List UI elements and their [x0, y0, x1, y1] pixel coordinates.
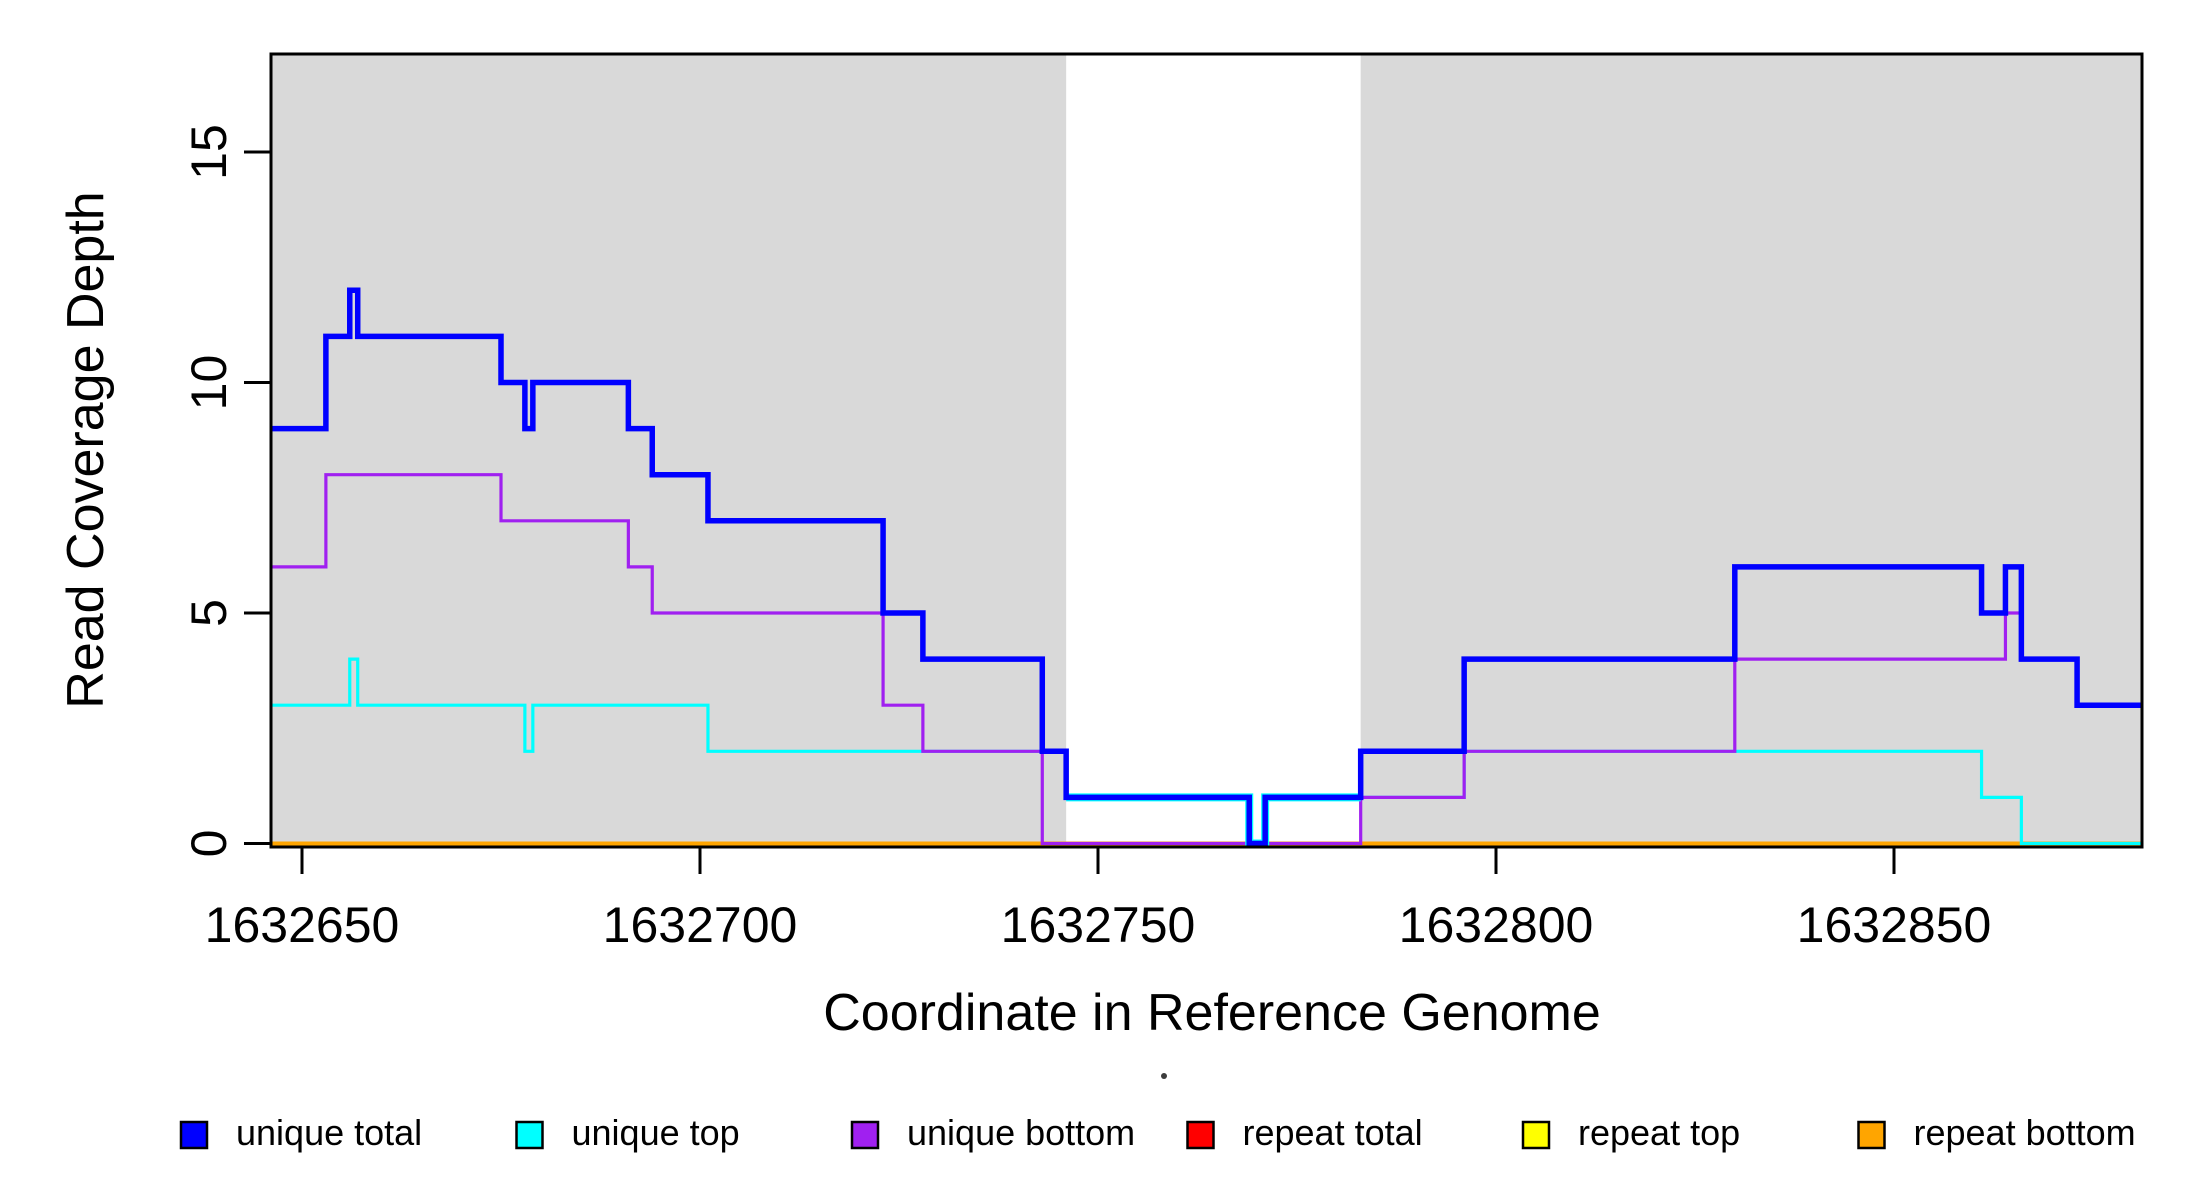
legend-swatch-repeat-bottom [1857, 1120, 1886, 1150]
legend-swatch-unique-bottom [850, 1120, 880, 1150]
y-tick-label: 0 [181, 830, 237, 858]
x-tick-label: 1632750 [1001, 897, 1196, 953]
legend-label: unique top [572, 1112, 740, 1153]
legend-label: repeat bottom [1914, 1112, 2136, 1153]
x-tick-label: 1632700 [603, 897, 798, 953]
plot-box [269, 52, 2144, 849]
y-tick-label: 5 [181, 599, 237, 627]
artifact-dot [1161, 1073, 1167, 1079]
legend-label: repeat total [1243, 1112, 1423, 1153]
shaded-regions [271, 54, 2141, 847]
x-tick-label: 1632650 [205, 897, 400, 953]
axis-tick-labels: 1632650 1632700 1632750 1632800 1632850 0 5 10 1… [181, 124, 1991, 953]
y-axis-title: Read Coverage Depth [57, 191, 115, 708]
legend-swatch-repeat-total [1186, 1120, 1215, 1150]
legend-swatch-unique-total [179, 1120, 209, 1150]
left-gray-region [271, 54, 1067, 847]
right-gray-region [1360, 54, 2141, 847]
legend-label: unique total [236, 1112, 422, 1153]
series-lines [271, 287, 2142, 848]
series-line-gap-casing [1066, 793, 1361, 848]
x-tick-label: 1632800 [1399, 897, 1594, 953]
axis-ticks [244, 150, 1896, 874]
legend-swatch-unique-top [515, 1120, 544, 1150]
legend: unique total unique top unique bottom repea… [179, 1112, 2136, 1153]
y-tick-label: 15 [181, 124, 237, 180]
series-line-unique-total [271, 287, 2142, 847]
y-tick-label: 10 [181, 355, 237, 411]
legend-label: unique bottom [907, 1112, 1135, 1153]
x-tick-label: 1632850 [1797, 897, 1992, 953]
legend-swatch-repeat-top [1521, 1120, 1551, 1150]
plot-frame [269, 52, 2144, 849]
series-line-unique-bottom [271, 473, 2142, 846]
legend-label: repeat top [1578, 1112, 1740, 1153]
x-axis-title: Coordinate in Reference Genome [823, 984, 1601, 1042]
